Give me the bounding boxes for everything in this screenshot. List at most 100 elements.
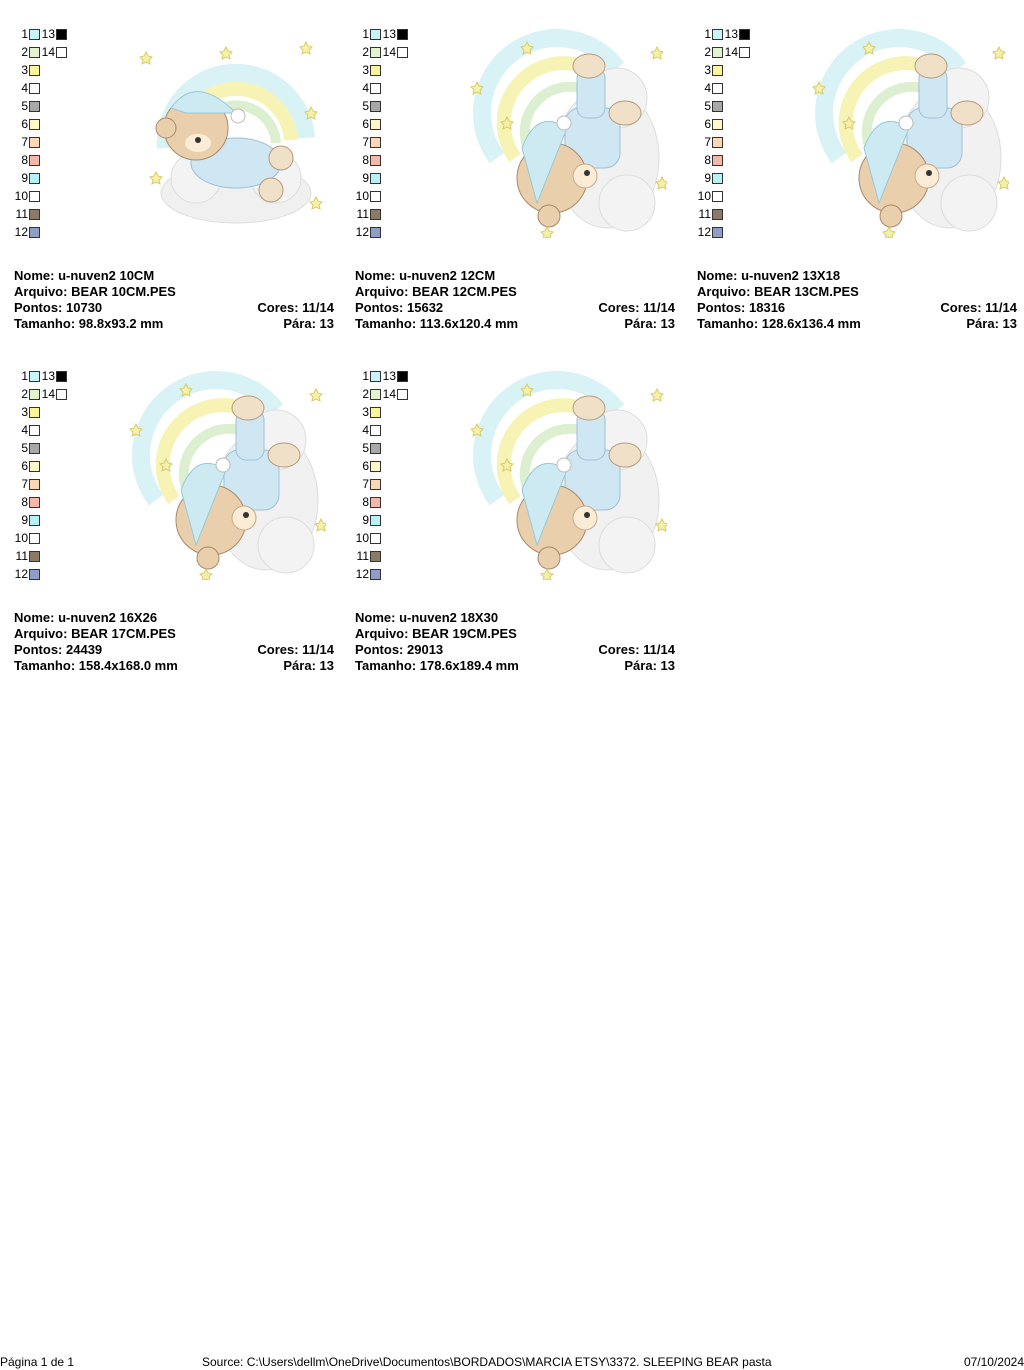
color-swatch-row: 5 bbox=[2, 442, 40, 455]
star-icon bbox=[199, 567, 213, 582]
swatch-number: 14 bbox=[382, 387, 396, 401]
swatch-number: 4 bbox=[362, 423, 369, 437]
color-swatch-row: 10 bbox=[685, 190, 723, 203]
color-swatch-row: 2 bbox=[343, 46, 381, 59]
swatch-number: 9 bbox=[21, 171, 28, 185]
swatch-number: 3 bbox=[362, 405, 369, 419]
swatch-number: 8 bbox=[21, 495, 28, 509]
color-swatch-row: 12 bbox=[685, 226, 723, 239]
color-swatch bbox=[370, 515, 381, 526]
swatch-number: 4 bbox=[21, 81, 28, 95]
color-swatch bbox=[29, 155, 40, 166]
color-swatch bbox=[370, 155, 381, 166]
swatch-number: 5 bbox=[362, 441, 369, 455]
color-swatch bbox=[712, 65, 723, 76]
swatch-number: 7 bbox=[362, 135, 369, 149]
color-swatch-row: 6 bbox=[2, 118, 40, 131]
nome-row: Nome: u-nuven2 13X18 bbox=[697, 268, 1017, 284]
star-icon bbox=[650, 387, 664, 402]
bear-foot bbox=[258, 177, 284, 203]
color-swatch-row: 11 bbox=[343, 208, 381, 221]
color-swatch bbox=[397, 47, 408, 58]
design-card: 1 2 3 4 5 6 7 8 9 10 11 12 13 14 Nome: u-nuven2 10CM Ar… bbox=[14, 28, 334, 338]
color-swatch bbox=[712, 155, 723, 166]
swatch-number: 7 bbox=[21, 135, 28, 149]
color-swatch bbox=[370, 65, 381, 76]
color-swatch-row: 5 bbox=[343, 442, 381, 455]
color-swatch bbox=[739, 47, 750, 58]
para-value: 13 bbox=[319, 316, 334, 331]
arquivo-value: BEAR 13CM.PES bbox=[754, 284, 859, 299]
arquivo-value: BEAR 12CM.PES bbox=[412, 284, 517, 299]
nome-value: u-nuven2 16X26 bbox=[58, 610, 158, 625]
star-icon bbox=[500, 457, 514, 472]
color-swatch-row: 14 bbox=[41, 46, 67, 59]
color-swatch bbox=[29, 515, 40, 526]
cores-label: Cores: bbox=[598, 300, 640, 315]
color-swatch-row: 14 bbox=[724, 46, 750, 59]
color-swatch-row: 7 bbox=[343, 478, 381, 491]
color-swatch-row: 6 bbox=[343, 118, 381, 131]
swatch-number: 8 bbox=[704, 153, 711, 167]
swatch-number: 4 bbox=[704, 81, 711, 95]
embroidery-preview-image bbox=[467, 28, 669, 240]
color-swatch bbox=[370, 407, 381, 418]
design-info: Nome: u-nuven2 16X26 Arquivo: BEAR 17CM.P… bbox=[14, 610, 334, 674]
bear-foot bbox=[914, 53, 948, 79]
color-swatch-row: 12 bbox=[2, 568, 40, 581]
swatch-number: 3 bbox=[21, 63, 28, 77]
bear-foot bbox=[950, 100, 984, 126]
star-icon bbox=[540, 225, 554, 240]
color-swatch-row: 10 bbox=[343, 532, 381, 545]
pontos-label: Pontos: bbox=[14, 300, 63, 315]
color-swatch-row: 5 bbox=[685, 100, 723, 113]
color-swatch bbox=[29, 407, 40, 418]
swatch-number: 12 bbox=[14, 225, 28, 239]
bear-muzzle bbox=[914, 163, 940, 189]
swatch-number: 10 bbox=[14, 531, 28, 545]
color-swatch bbox=[29, 425, 40, 436]
color-swatch-row: 7 bbox=[685, 136, 723, 149]
color-swatch-row: 9 bbox=[343, 514, 381, 527]
star-icon bbox=[997, 175, 1011, 190]
color-swatch-row: 11 bbox=[685, 208, 723, 221]
bear-foot bbox=[267, 442, 301, 468]
tamanho-label: Tamanho: bbox=[14, 316, 76, 331]
color-swatch bbox=[397, 389, 408, 400]
color-swatch bbox=[712, 119, 723, 130]
para-label: Pára: bbox=[966, 316, 999, 331]
color-swatch-row: 3 bbox=[343, 64, 381, 77]
tamanho-label: Tamanho: bbox=[355, 316, 417, 331]
cores-value: 11/14 bbox=[302, 642, 334, 657]
cloud-puff bbox=[257, 516, 315, 574]
swatch-number: 12 bbox=[14, 567, 28, 581]
color-swatch bbox=[712, 209, 723, 220]
color-swatch-row: 3 bbox=[2, 406, 40, 419]
color-swatch bbox=[29, 443, 40, 454]
tamanho-label: Tamanho: bbox=[14, 658, 76, 673]
arquivo-row: Arquivo: BEAR 10CM.PES bbox=[14, 284, 334, 300]
bear-nose bbox=[584, 512, 590, 518]
arquivo-value: BEAR 17CM.PES bbox=[71, 626, 176, 641]
bear-foot bbox=[608, 442, 642, 468]
bear-ear bbox=[879, 204, 903, 228]
color-swatch-row: 9 bbox=[2, 172, 40, 185]
star-icon bbox=[304, 105, 318, 120]
color-swatch bbox=[29, 371, 40, 382]
pontos-value: 18316 bbox=[749, 300, 786, 315]
color-swatch-row: 8 bbox=[343, 154, 381, 167]
swatch-number: 14 bbox=[41, 45, 55, 59]
nome-row: Nome: u-nuven2 16X26 bbox=[14, 610, 334, 626]
color-swatch bbox=[370, 569, 381, 580]
cores-label: Cores: bbox=[940, 300, 982, 315]
star-icon bbox=[299, 40, 313, 55]
swatch-number: 7 bbox=[704, 135, 711, 149]
swatch-number: 14 bbox=[382, 45, 396, 59]
color-swatch-row: 11 bbox=[2, 208, 40, 221]
para-value: 13 bbox=[660, 658, 675, 673]
swatch-number: 8 bbox=[21, 153, 28, 167]
star-icon bbox=[139, 50, 153, 65]
color-swatch bbox=[370, 83, 381, 94]
color-swatch bbox=[29, 29, 40, 40]
nome-label: Nome: bbox=[355, 268, 396, 283]
